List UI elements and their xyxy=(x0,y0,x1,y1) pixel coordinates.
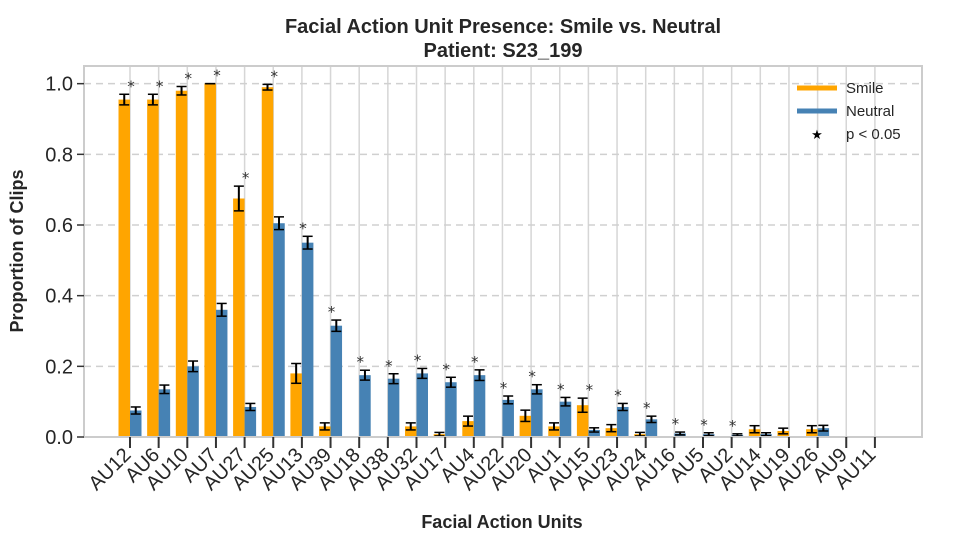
significance-marker: * xyxy=(586,381,594,399)
y-tick-label: 0.0 xyxy=(45,427,73,449)
significance-marker: * xyxy=(328,303,336,321)
significance-marker: * xyxy=(528,368,536,386)
bar-neutral xyxy=(330,325,343,437)
bar-neutral xyxy=(588,429,600,437)
bar-smile xyxy=(319,426,331,437)
bar-neutral xyxy=(817,428,830,437)
legend-label-smile: Smile xyxy=(846,80,884,97)
bar-smile xyxy=(548,426,560,437)
legend-label-neutral: Neutral xyxy=(846,103,894,120)
significance-marker: * xyxy=(156,77,164,95)
bar-smile xyxy=(405,426,417,437)
significance-marker: * xyxy=(299,219,307,237)
significance-marker: * xyxy=(385,357,393,375)
significance-marker: * xyxy=(356,353,364,371)
significance-marker: * xyxy=(127,77,135,95)
significance-marker: * xyxy=(729,417,737,435)
significance-marker: * xyxy=(185,69,193,87)
y-tick-label: 1.0 xyxy=(45,74,73,96)
chart-title: Facial Action Unit Presence: Smile vs. N… xyxy=(285,16,721,38)
bar-neutral xyxy=(301,242,314,437)
bar-neutral xyxy=(416,373,428,437)
bar-neutral xyxy=(387,378,400,437)
bar-smile xyxy=(290,373,302,437)
significance-marker: * xyxy=(557,380,565,398)
bar-neutral xyxy=(130,410,142,437)
significance-markers: * * * * * * * * * * * * * * * * * * * * * * xyxy=(127,67,737,435)
bar-neutral xyxy=(215,309,228,437)
significance-marker: * xyxy=(471,353,479,371)
bar-smile xyxy=(261,87,274,437)
significance-marker: * xyxy=(700,416,708,434)
bars xyxy=(118,83,830,438)
chart-subtitle: Patient: S23_199 xyxy=(424,40,583,62)
legend-star-icon: ★ xyxy=(811,128,823,143)
significance-marker: * xyxy=(672,415,680,433)
bar-neutral xyxy=(617,406,629,437)
y-tick-label: 0.2 xyxy=(45,356,73,378)
x-axis: AU12AU6AU10AU7AU27AU25AU13AU39AU18AU38AU… xyxy=(85,437,880,495)
significance-marker: * xyxy=(442,360,450,378)
y-tick-label: 0.8 xyxy=(45,144,73,166)
y-axis: 0.0 0.2 0.4 0.6 0.8 1.0 xyxy=(45,74,84,449)
bar-smile xyxy=(147,99,159,438)
bar-neutral xyxy=(502,399,514,437)
bar-neutral xyxy=(158,389,171,437)
significance-marker: * xyxy=(242,169,250,187)
bar-smile xyxy=(605,428,618,437)
legend: Smile Neutral ★ p < 0.05 xyxy=(797,80,901,143)
bar-neutral xyxy=(559,401,572,437)
bar-smile xyxy=(462,421,474,437)
bar-smile xyxy=(175,90,188,437)
bar-smile xyxy=(204,83,216,438)
error-bars xyxy=(119,82,829,437)
significance-marker: * xyxy=(643,399,651,417)
bar-neutral xyxy=(445,382,457,437)
bar-neutral xyxy=(645,419,658,437)
x-axis-label: Facial Action Units xyxy=(421,512,582,532)
significance-marker: * xyxy=(213,67,221,85)
bar-neutral xyxy=(473,375,486,437)
bar-neutral xyxy=(273,223,285,437)
significance-marker: * xyxy=(271,67,279,85)
bar-smile xyxy=(233,198,245,437)
significance-marker: * xyxy=(614,386,622,404)
bar-neutral xyxy=(531,389,543,437)
significance-marker: * xyxy=(500,379,508,397)
bar-neutral xyxy=(359,375,371,437)
y-axis-label: Proportion of Clips xyxy=(7,170,27,333)
y-tick-label: 0.4 xyxy=(45,286,73,308)
bar-neutral xyxy=(244,406,257,437)
bar-neutral xyxy=(187,366,199,437)
bar-smile xyxy=(519,415,532,437)
y-tick-label: 0.6 xyxy=(45,215,73,237)
bar-smile xyxy=(118,99,130,438)
significance-marker: * xyxy=(414,351,422,369)
bar-smile xyxy=(576,405,589,437)
legend-label-significance: p < 0.05 xyxy=(846,126,901,143)
